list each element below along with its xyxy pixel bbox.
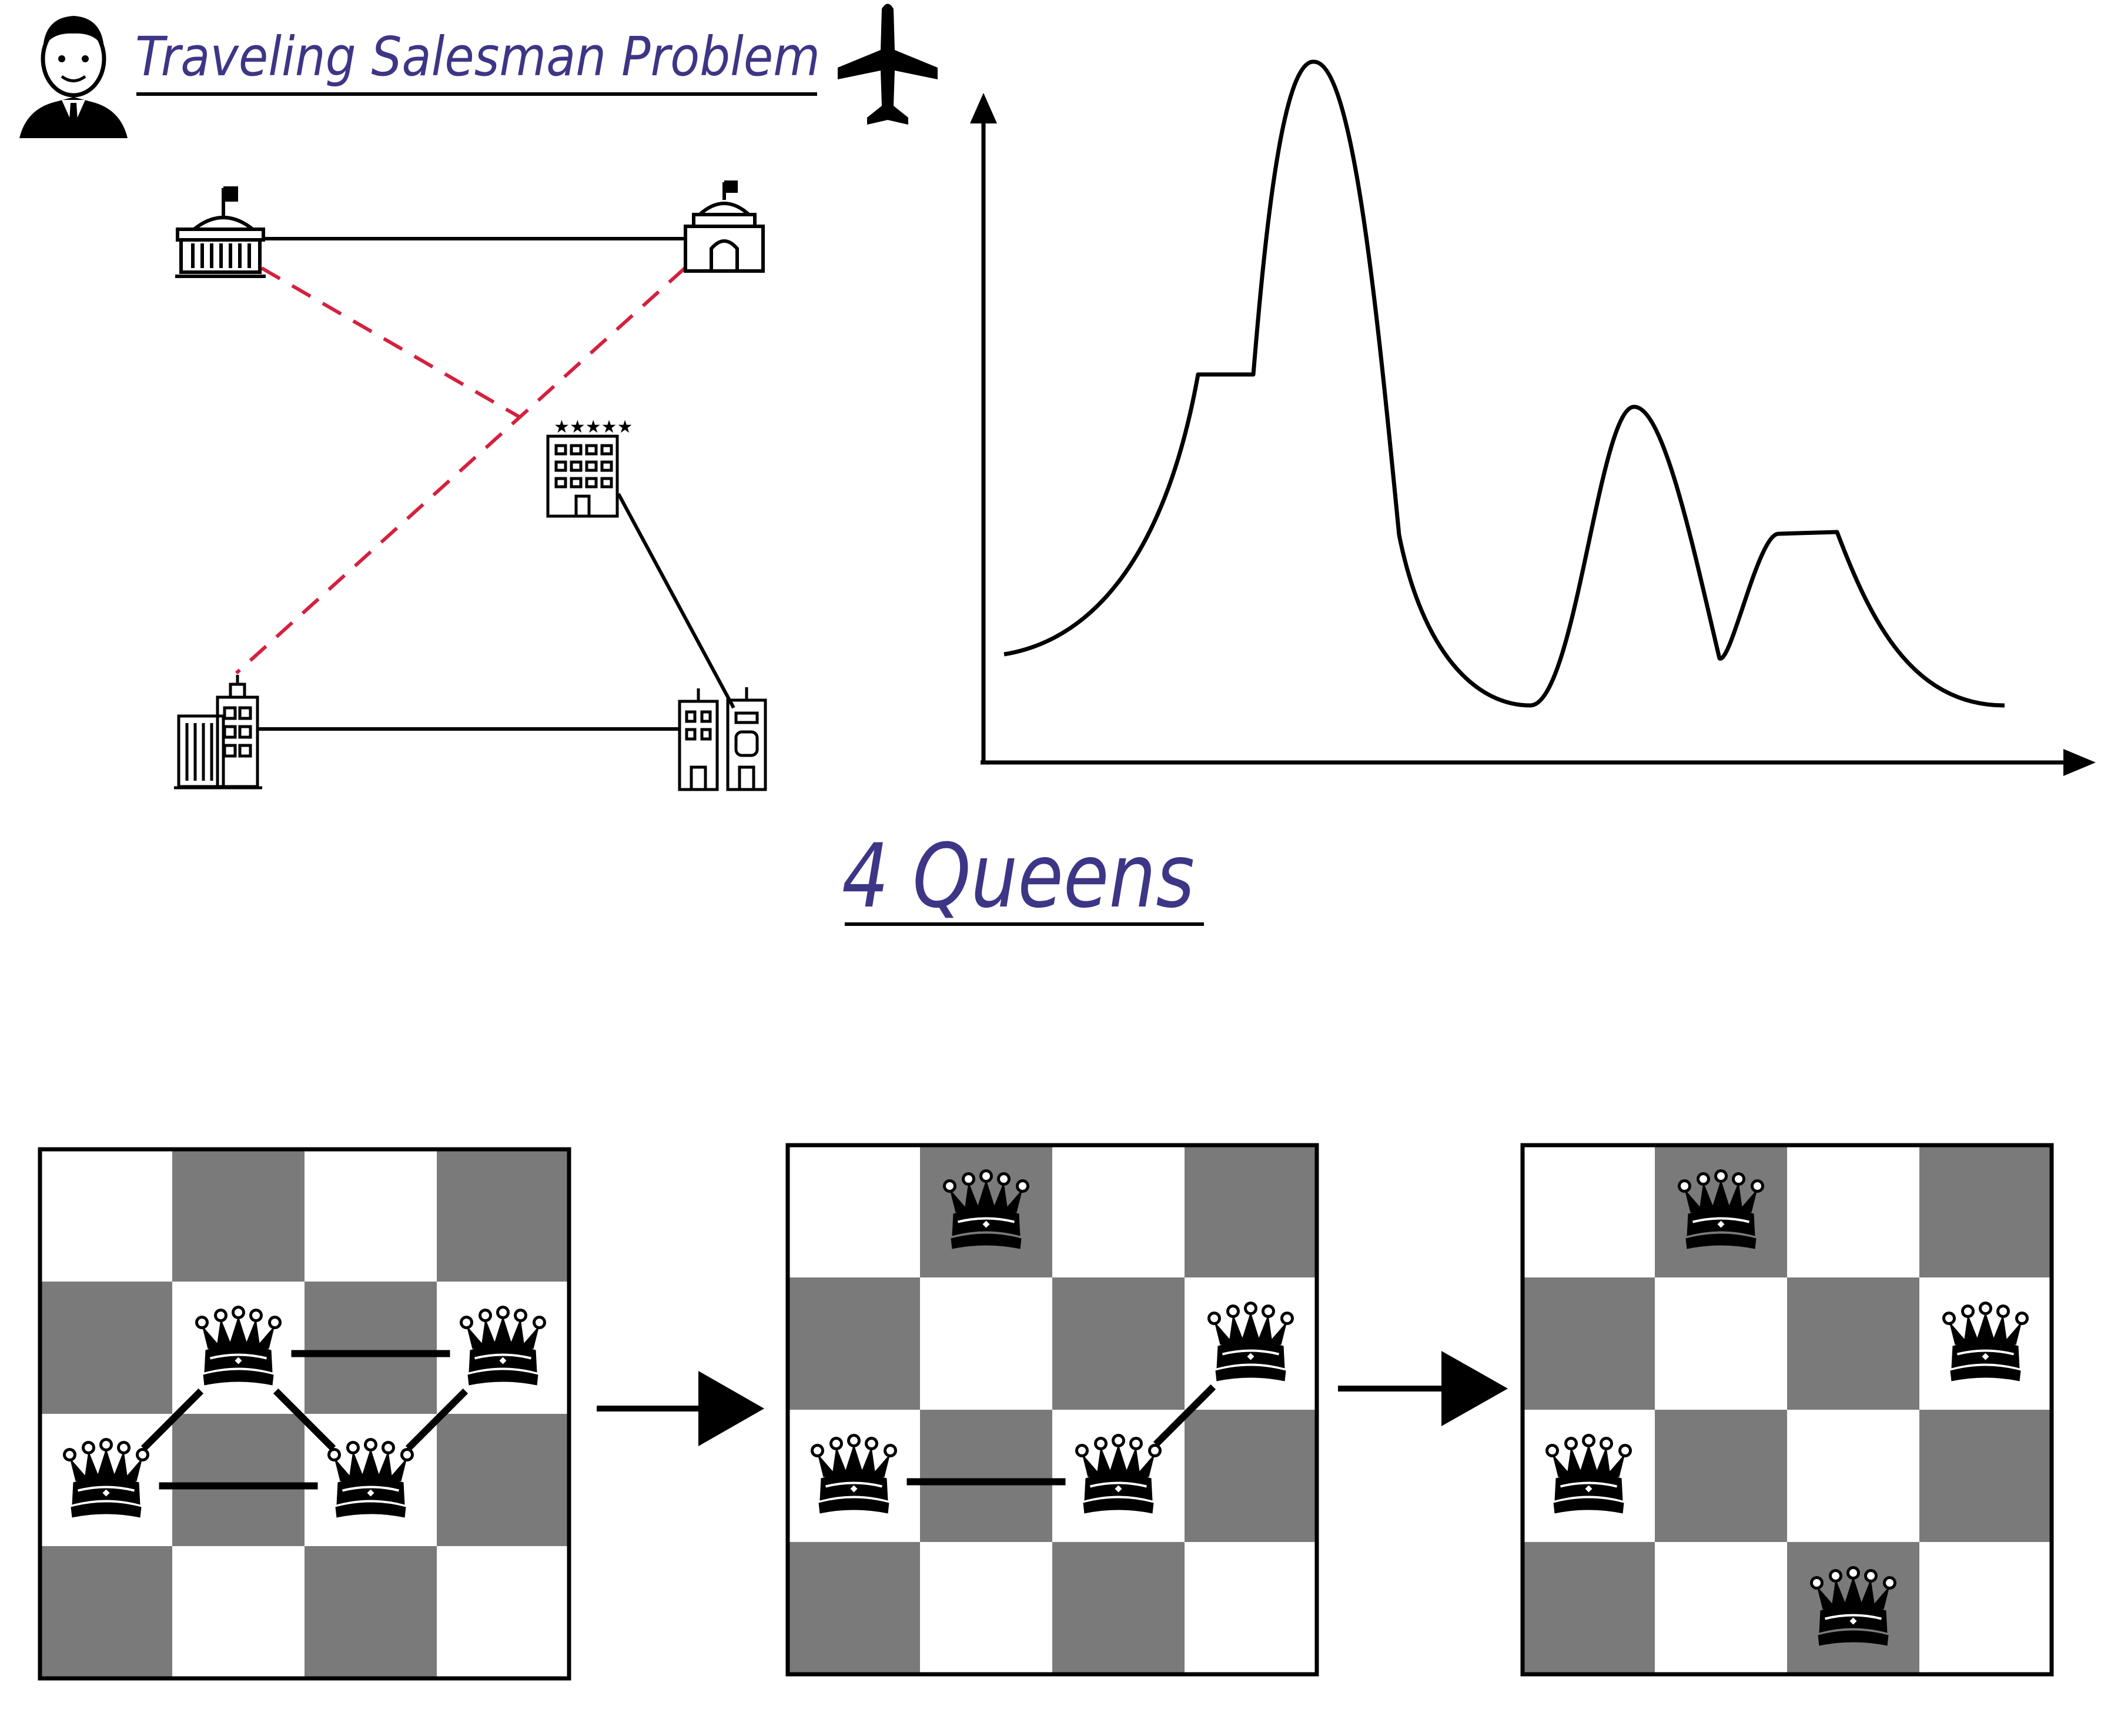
- board-square: [1919, 1145, 2052, 1277]
- city-apartments-icon: [678, 687, 767, 791]
- board-square: [1655, 1410, 1787, 1542]
- board-square: [172, 1546, 305, 1678]
- route-edge-dashed: [260, 266, 521, 419]
- board-square: [1185, 1410, 1317, 1542]
- board-square: [40, 1149, 172, 1282]
- conflict-line: [273, 1388, 336, 1451]
- office-buildings-icon: [174, 675, 262, 790]
- board-square: [788, 1145, 920, 1277]
- board-square: [920, 1410, 1052, 1542]
- board-square: [1919, 1410, 2052, 1542]
- tsp-route-graph: [235, 237, 735, 731]
- hotel-building-icon: ★★★★★: [546, 417, 633, 518]
- board-square: [1655, 1277, 1787, 1410]
- board-square: [305, 1546, 437, 1678]
- board-square: [1787, 1145, 1919, 1277]
- board-square: [788, 1277, 920, 1410]
- board-square: [40, 1546, 172, 1678]
- tsp-title: Traveling Salesman Problem: [135, 25, 820, 88]
- board-square: [1052, 1542, 1185, 1674]
- board-square: [1919, 1542, 2052, 1674]
- board-frame: [38, 1147, 571, 1681]
- board-square: [1523, 1277, 1655, 1410]
- queens-board-initial: [38, 1147, 571, 1681]
- board-square: [788, 1542, 920, 1674]
- route-edge: [617, 493, 735, 709]
- landscape-curve: [1003, 59, 2005, 708]
- board-frame: [785, 1143, 1319, 1677]
- board-square: [1185, 1542, 1317, 1674]
- airplane-icon: [838, 4, 938, 125]
- capitol-building-icon: [175, 186, 266, 278]
- conflict-line: [405, 1388, 469, 1451]
- y-axis-arrowhead: [970, 93, 997, 123]
- board-square: [305, 1282, 437, 1414]
- fitness-landscape-chart: [970, 59, 2096, 776]
- conflict-line: [1153, 1384, 1216, 1447]
- board-frame: [1520, 1143, 2054, 1677]
- board-square: [1052, 1145, 1185, 1277]
- board-square: [1787, 1277, 1919, 1410]
- conflict-line: [140, 1388, 204, 1451]
- domed-building-icon: [684, 180, 765, 273]
- transition-arrow: [1338, 1351, 1508, 1426]
- route-edge-dashed: [235, 266, 687, 675]
- board-square: [1787, 1410, 1919, 1542]
- queens-board-intermediate: [785, 1143, 1319, 1677]
- businessman-icon: [19, 16, 128, 138]
- svg-text:★★★★★: ★★★★★: [554, 417, 633, 437]
- queens-title: 4 Queens: [842, 825, 1195, 928]
- board-square: [1655, 1542, 1787, 1674]
- board-square: [305, 1149, 437, 1282]
- transition-arrow: [597, 1371, 764, 1446]
- x-axis-arrowhead: [2063, 749, 2096, 776]
- board-square: [920, 1277, 1052, 1410]
- board-square: [172, 1414, 305, 1546]
- board-square: [1052, 1277, 1185, 1410]
- board-square: [172, 1149, 305, 1282]
- board-square: [40, 1282, 172, 1414]
- board-square: [1523, 1542, 1655, 1674]
- board-square: [437, 1149, 569, 1282]
- board-square: [437, 1414, 569, 1546]
- queens-board-solution: [1520, 1143, 2054, 1677]
- board-square: [1185, 1145, 1317, 1277]
- board-square: [437, 1546, 569, 1678]
- board-square: [920, 1542, 1052, 1674]
- board-square: [1523, 1145, 1655, 1277]
